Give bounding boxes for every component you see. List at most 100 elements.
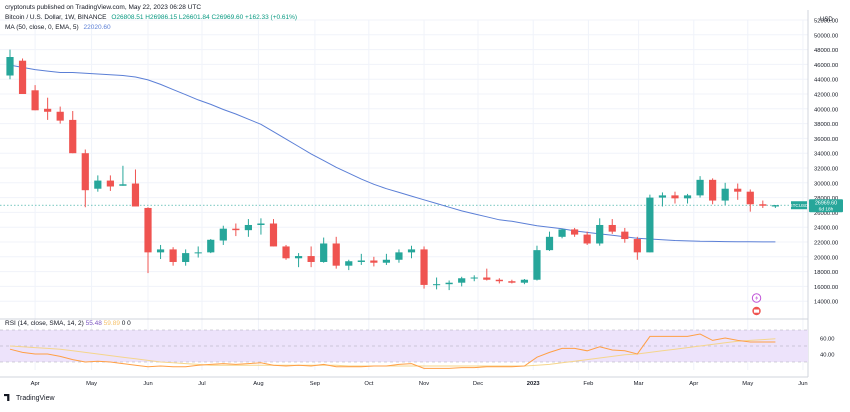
candle	[583, 231, 591, 245]
candle-body	[470, 277, 478, 279]
candle	[683, 193, 692, 204]
candle-body	[307, 256, 315, 262]
candle	[131, 169, 140, 207]
candle-body	[282, 246, 290, 259]
time-axis-tick: Jun	[143, 381, 152, 387]
price-axis-tick: 28000.00	[814, 196, 838, 202]
candle-body	[646, 197, 654, 253]
candle	[269, 219, 278, 247]
symbol-name: Bitcoin / U.S. Dollar, 1W, BINANCE	[5, 14, 107, 21]
candle-body	[458, 278, 466, 283]
published-caption: cryptonuts published on TradingView.com,…	[5, 4, 202, 11]
price-axis-tick: 26000.00	[814, 211, 838, 217]
price-badge-price: 26969.60	[815, 201, 837, 207]
candle-body	[508, 281, 516, 283]
candle	[558, 228, 566, 239]
candle-body	[583, 234, 591, 244]
candle	[18, 58, 27, 94]
ma-legend: MA (50, close, 0, EMA, 5) 22020.60	[5, 24, 114, 31]
candle	[432, 277, 441, 290]
candle	[633, 236, 641, 260]
candle	[156, 244, 165, 260]
price-axis-tick: 18000.00	[814, 270, 838, 276]
candle-body	[31, 90, 39, 111]
candle-body	[56, 111, 64, 121]
candle-body	[658, 195, 667, 198]
time-axis-tick: Mar	[634, 381, 644, 387]
candle	[495, 278, 503, 284]
candle-body	[294, 256, 303, 259]
footer-brand-text: TradingView	[16, 395, 55, 402]
candle	[119, 165, 127, 186]
candle	[294, 253, 303, 268]
candle	[81, 149, 89, 208]
candle	[332, 236, 340, 269]
candle-body	[18, 60, 27, 94]
price-axis-tick: 20000.00	[814, 255, 838, 261]
candle	[508, 279, 516, 284]
time-axis-tick: Apr	[31, 381, 40, 387]
candle-body	[671, 195, 679, 199]
candle	[571, 227, 579, 237]
price-axis-tick: 52000.00	[814, 19, 838, 25]
candle-body	[106, 180, 114, 187]
candle	[533, 245, 541, 281]
candle	[207, 239, 215, 254]
candle	[219, 225, 227, 245]
price-axis-tick: 32000.00	[814, 167, 838, 173]
candle	[658, 192, 667, 207]
time-axis-tick: Sep	[310, 381, 320, 387]
price-axis-tick: 44000.00	[814, 78, 838, 84]
footer-brand[interactable]: TradingView	[4, 394, 55, 402]
time-axis-tick: Feb	[583, 381, 593, 387]
candle	[621, 227, 629, 243]
ma-value: 22020.60	[83, 24, 111, 31]
rsi-value: 55.48	[85, 320, 102, 327]
candle	[420, 246, 428, 289]
candle	[445, 280, 453, 291]
candle-body	[144, 207, 152, 253]
rsi-label-text: RSI (14, close, SMA, 14, 2)	[5, 320, 84, 327]
symbol-badge-text: BTCUSD	[790, 203, 810, 208]
candle	[6, 49, 14, 80]
time-axis-tick: 2023	[527, 381, 541, 387]
candle	[721, 182, 729, 205]
candle	[407, 245, 416, 259]
candle	[31, 85, 39, 111]
candle-body	[533, 250, 541, 280]
flag-glyph-icon	[753, 309, 760, 313]
candle-body	[734, 188, 742, 192]
candle-body	[571, 229, 579, 235]
candle-body	[169, 249, 177, 262]
candle-body	[596, 224, 604, 244]
candle	[232, 223, 240, 237]
candle-body	[44, 108, 52, 112]
candle-body	[683, 195, 692, 199]
candle	[144, 207, 152, 274]
candle	[759, 200, 767, 208]
symbol-legend: Bitcoin / U.S. Dollar, 1W, BINANCE O2680…	[5, 14, 300, 21]
candle	[608, 219, 616, 234]
candle	[395, 249, 403, 263]
rsi-sma-value: 59.89	[103, 320, 120, 327]
candle	[44, 97, 52, 120]
price-currency-label: USD	[820, 17, 833, 23]
candle	[169, 247, 177, 266]
price-axis-tick: 50000.00	[814, 33, 838, 39]
candle	[596, 218, 604, 246]
candle-body	[395, 252, 403, 260]
rsi-extra: 0 0	[121, 320, 131, 327]
price-axis-tick: 46000.00	[814, 63, 838, 69]
candle	[69, 111, 77, 154]
candle-body	[119, 184, 127, 186]
candle	[746, 189, 754, 212]
candle	[106, 175, 114, 191]
candle	[545, 231, 554, 251]
price-axis-tick: 14000.00	[814, 300, 838, 306]
candle-body	[182, 253, 190, 262]
candle-body	[382, 259, 391, 263]
candle-body	[232, 228, 240, 231]
candle	[320, 237, 328, 263]
